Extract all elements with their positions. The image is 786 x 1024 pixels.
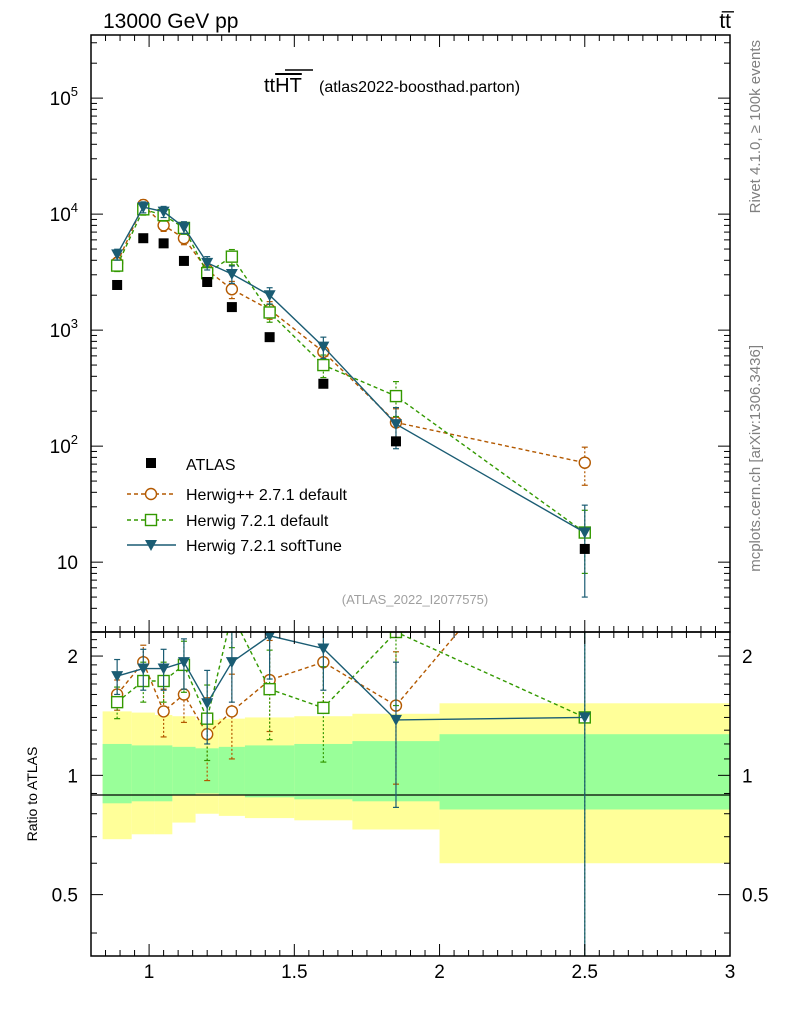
rivet-version-label: Rivet 4.1.0, ≥ 100k events — [747, 40, 764, 213]
legend-entry-atlas: ATLAS — [146, 457, 236, 474]
ratio-line-herwig-7-2-1-softtune — [116, 635, 585, 721]
legend-entry-herwig7-default: Herwig 7.2.1 default — [127, 513, 329, 530]
x-tick-label: 1 — [144, 962, 155, 983]
ratio-point-herwig-7-2-1-softtune — [111, 671, 124, 683]
main-point-herwig-7-2-1-softtune — [111, 249, 124, 261]
plot-title-main: ttHT — [264, 75, 302, 97]
legend-label-herwig7-default: Herwig 7.2.1 default — [186, 513, 329, 530]
ratio-y-tick-label: 1 — [67, 766, 78, 787]
atlas-data-point — [264, 332, 275, 343]
ratio-point-herwig-7-2-1-softtune — [137, 663, 150, 675]
ratio-point-herwig-2-7-1-default — [225, 705, 239, 718]
main-point-herwig-7-2-1-default — [263, 306, 276, 319]
atlas-data-point — [318, 378, 329, 389]
x-tick-label: 1.5 — [281, 962, 307, 983]
legend-label-herwigpp: Herwig++ 2.7.1 default — [186, 487, 348, 504]
main-point-herwig-7-2-1-softtune — [137, 202, 150, 214]
ratio-point-herwig-7-2-1-softtune — [177, 657, 190, 669]
ratio-point-herwig-7-2-1-default — [263, 682, 276, 696]
ratio-point-herwig-7-2-1-softtune — [225, 657, 238, 669]
legend-marker-herwig7-softtune — [145, 540, 157, 551]
ratio-point-herwig-7-2-1-softtune — [389, 714, 402, 726]
main-point-herwig-7-2-1-softtune — [201, 257, 214, 269]
ratio-stat-uncertainty-band — [154, 745, 173, 802]
main-y-tick-label: 105 — [50, 84, 78, 110]
ratio-point-herwig-2-7-1-default — [157, 705, 170, 718]
atlas-data-point — [138, 233, 149, 244]
ratio-stat-uncertainty-band — [218, 746, 245, 796]
ratio-point-herwig-7-2-1-default — [110, 695, 124, 709]
ratio-point-herwig-7-2-1-softtune — [317, 643, 330, 655]
main-line-herwig-7-2-1-default — [116, 208, 586, 534]
ratio-y-tick-label-right: 1 — [742, 766, 753, 787]
main-point-herwig-7-2-1-softtune — [157, 206, 170, 218]
ratio-uncertainty-bands — [102, 703, 730, 864]
main-point-herwig-7-2-1-default — [389, 389, 403, 403]
main-point-herwig-7-2-1-softtune — [225, 268, 238, 280]
legend: ATLAS Herwig++ 2.7.1 default Herwig 7.2.… — [127, 457, 348, 555]
main-point-herwig-7-2-1-default — [225, 250, 239, 263]
main-point-herwig-7-2-1-softtune — [177, 222, 190, 234]
ratio-point-herwig-7-2-1-softtune — [201, 698, 214, 710]
ratio-stat-uncertainty-band — [172, 746, 196, 796]
main-y-tick-label: 103 — [50, 316, 78, 342]
legend-label-herwig7-softtune: Herwig 7.2.1 softTune — [186, 538, 342, 555]
ratio-y-tick-label-right: 0.5 — [742, 886, 768, 907]
plot-title: ttHT (atlas2022-boosthad.parton) — [264, 69, 520, 97]
ratio-point-herwig-7-2-1-softtune — [157, 663, 170, 675]
main-line-herwig-2-7-1-default — [116, 203, 585, 464]
main-point-herwig-7-2-1-softtune — [263, 290, 276, 302]
header-energy-label: 13000 GeV pp — [103, 10, 238, 33]
ratio-point-herwig-7-2-1-default — [317, 701, 330, 715]
main-line-herwig-7-2-1-softtune — [116, 206, 586, 534]
ratio-axis-label: Ratio to ATLAS — [24, 747, 40, 842]
axes-layer: 1 1.5 2 2.5 3 10 102 103 104 105 0.5 0.5 1 1 2 2 — [50, 35, 768, 983]
ratio-y-tick-label-right: 2 — [742, 647, 753, 668]
legend-entry-herwigpp: Herwig++ 2.7.1 default — [127, 487, 348, 504]
ratio-y-tick-label: 0.5 — [52, 886, 78, 907]
main-point-herwig-7-2-1-softtune — [317, 341, 330, 353]
main-point-herwig-7-2-1-softtune — [578, 527, 591, 539]
legend-marker-atlas — [146, 458, 156, 468]
ratio-stat-uncertainty-band — [131, 745, 155, 802]
ratio-y-tick-label: 2 — [67, 647, 78, 668]
plot-title-rest: (atlas2022-boosthad.parton) — [319, 79, 520, 96]
x-tick-label: 2 — [434, 962, 445, 983]
legend-marker-herwigpp — [144, 487, 158, 501]
ratio-stat-uncertainty-band — [244, 745, 295, 798]
atlas-data-point — [112, 279, 123, 290]
legend-entry-herwig7-softtune: Herwig 7.2.1 softTune — [127, 538, 342, 555]
main-point-herwig-2-7-1-default — [578, 456, 591, 469]
legend-marker-herwig7-default — [144, 513, 158, 527]
atlas-data-point — [390, 436, 401, 447]
atlas-data-points — [112, 233, 590, 554]
main-y-tick-label: 102 — [50, 432, 78, 458]
x-tick-label: 2.5 — [572, 962, 598, 983]
plot-title-overlined: HT — [275, 75, 302, 97]
mcplots-credit-label: mcplots.cern.ch [arXiv:1306.3436] — [747, 345, 764, 572]
atlas-data-point — [158, 238, 169, 249]
ratio-point-herwig-7-2-1-softtune — [264, 632, 275, 642]
analysis-id-label: (ATLAS_2022_I2077575) — [342, 592, 488, 607]
ratio-point-herwig-7-2-1-softtune — [578, 712, 591, 724]
ratio-stat-uncertainty-band — [102, 743, 132, 804]
atlas-data-point — [226, 302, 237, 313]
ratio-line-herwig-2-7-1-default — [116, 632, 460, 736]
main-y-tick-label: 104 — [50, 200, 78, 226]
main-point-herwig-7-2-1-default — [317, 358, 330, 372]
main-point-herwig-7-2-1-default — [110, 259, 124, 272]
main-series-layer — [110, 198, 591, 598]
atlas-data-point — [178, 255, 189, 266]
atlas-data-point — [202, 276, 213, 287]
ratio-point-herwig-7-2-1-default — [226, 609, 237, 620]
main-point-herwig-2-7-1-default — [225, 283, 239, 296]
ratio-line-herwig-7-2-1-default — [116, 632, 586, 721]
header-process-label: tt̅ — [719, 10, 735, 33]
atlas-data-point — [579, 543, 590, 554]
legend-label-atlas: ATLAS — [186, 457, 236, 474]
main-point-herwig-7-2-1-softtune — [389, 419, 402, 431]
main-y-tick-label: 10 — [57, 553, 78, 574]
x-tick-label: 3 — [725, 962, 736, 983]
